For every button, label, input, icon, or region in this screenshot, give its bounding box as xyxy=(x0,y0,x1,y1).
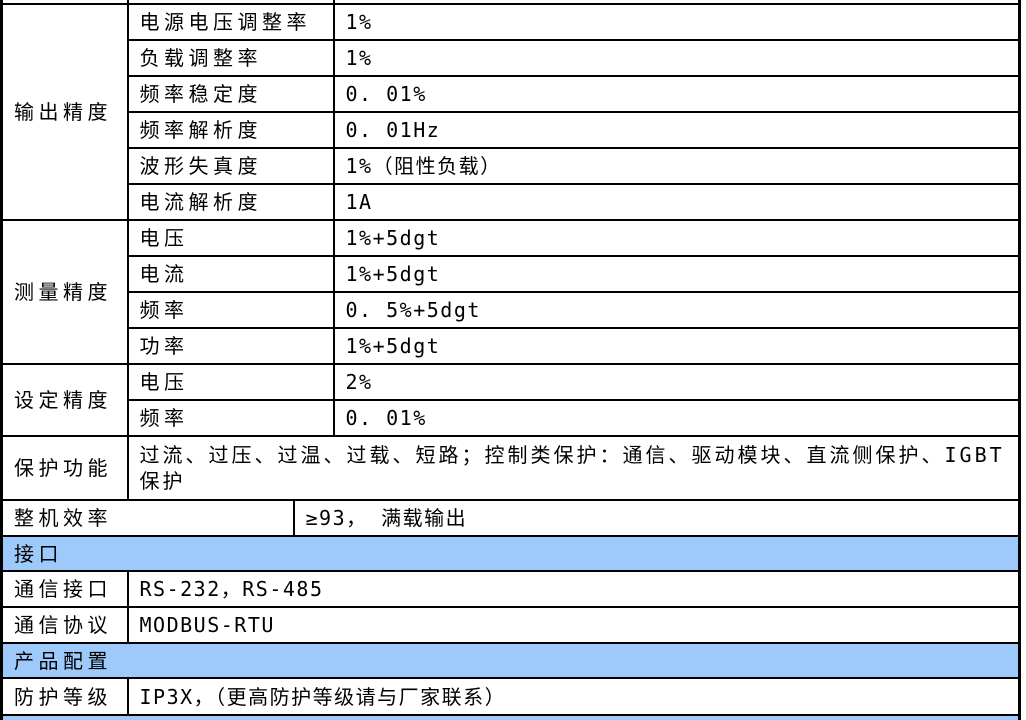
table-row: 频率解析度 0. 01Hz xyxy=(2,111,1021,149)
table-row-protection-rating: 防护等级 IP3X，（更高防护等级请与厂家联系） xyxy=(0,677,1021,716)
param-value: 1% xyxy=(332,3,1021,41)
table-row: 设定精度 电压 2% xyxy=(0,363,1021,437)
param-value: 1%+5dgt xyxy=(332,219,1021,257)
protection-value: 过流、过压、过温、过载、短路；控制类保护：通信、驱动模块、直流侧保护、IGBT保… xyxy=(126,435,1021,501)
param-label: 电流 xyxy=(126,255,335,293)
cutoff-cell xyxy=(0,714,1021,720)
param-value: 1% xyxy=(332,39,1021,77)
efficiency-value: ≥93， 满载输出 xyxy=(292,499,1021,537)
table-row-efficiency: 整机效率 ≥93， 满载输出 xyxy=(0,499,1021,537)
param-label: 电源电压调整率 xyxy=(126,3,335,41)
param-value: 0. 5%+5dgt xyxy=(332,291,1021,329)
group-label-measure-accuracy: 测量精度 xyxy=(0,219,129,365)
param-value: 1%+5dgt xyxy=(332,327,1021,365)
protection-rating-value: IP3X，（更高防护等级请与厂家联系） xyxy=(126,677,1021,716)
table-row: 波形失真度 1%（阻性负载） xyxy=(2,147,1021,185)
comm-interface-value: RS-232，RS-485 xyxy=(126,570,1021,608)
table-row: 频率 0. 01% xyxy=(2,399,1021,437)
section-header-label: 接口 xyxy=(0,535,1021,572)
param-value: 0. 01Hz xyxy=(332,111,1021,149)
table-row-comm-interface: 通信接口 RS-232，RS-485 xyxy=(0,570,1021,608)
param-label: 频率 xyxy=(126,291,335,329)
table-row-protection: 保护功能 过流、过压、过温、过载、短路；控制类保护：通信、驱动模块、直流侧保护、… xyxy=(0,435,1021,501)
table-row: 电流解析度 1A xyxy=(2,183,1021,221)
row-label-comm-protocol: 通信协议 xyxy=(0,606,129,644)
param-label: 功率 xyxy=(126,327,335,365)
table-row: 电流 1%+5dgt xyxy=(2,255,1021,293)
section-header-label: 产品配置 xyxy=(0,642,1021,679)
param-label: 负载调整率 xyxy=(126,39,335,77)
param-label: 电压 xyxy=(126,219,335,257)
table-row: 输出精度 电源电压调整率 1% xyxy=(0,3,1021,221)
param-label: 频率解析度 xyxy=(126,111,335,149)
param-value: 1%+5dgt xyxy=(332,255,1021,293)
param-value: 1%（阻性负载） xyxy=(332,147,1021,185)
row-label-efficiency: 整机效率 xyxy=(0,499,295,537)
table-row: 测量精度 电压 1%+5dgt xyxy=(0,219,1021,365)
param-value: 0. 01% xyxy=(332,399,1021,437)
param-label: 电流解析度 xyxy=(126,183,335,221)
table-row: 功率 1%+5dgt xyxy=(2,327,1021,365)
param-label: 频率稳定度 xyxy=(126,75,335,113)
row-label-protection-rating: 防护等级 xyxy=(0,677,129,716)
param-value: 0. 01% xyxy=(332,75,1021,113)
param-value: 2% xyxy=(332,363,1021,401)
cutoff-bottom-row xyxy=(0,714,1021,720)
table-row-comm-protocol: 通信协议 MODBUS-RTU xyxy=(0,606,1021,644)
section-header-interface: 接口 xyxy=(0,535,1021,572)
section-header-product-config: 产品配置 xyxy=(0,642,1021,679)
param-label: 电压 xyxy=(126,363,335,401)
param-label: 波形失真度 xyxy=(126,147,335,185)
table-row: 负载调整率 1% xyxy=(2,39,1021,77)
table-row: 频率稳定度 0. 01% xyxy=(2,75,1021,113)
comm-protocol-value: MODBUS-RTU xyxy=(126,606,1021,644)
param-label: 频率 xyxy=(126,399,335,437)
table-row: 频率 0. 5%+5dgt xyxy=(2,291,1021,329)
row-label-protection: 保护功能 xyxy=(0,435,129,501)
group-label-setting-accuracy: 设定精度 xyxy=(0,363,129,437)
param-value: 1A xyxy=(332,183,1021,221)
row-label-comm-interface: 通信接口 xyxy=(0,570,129,608)
group-label-output-accuracy: 输出精度 xyxy=(0,3,129,221)
